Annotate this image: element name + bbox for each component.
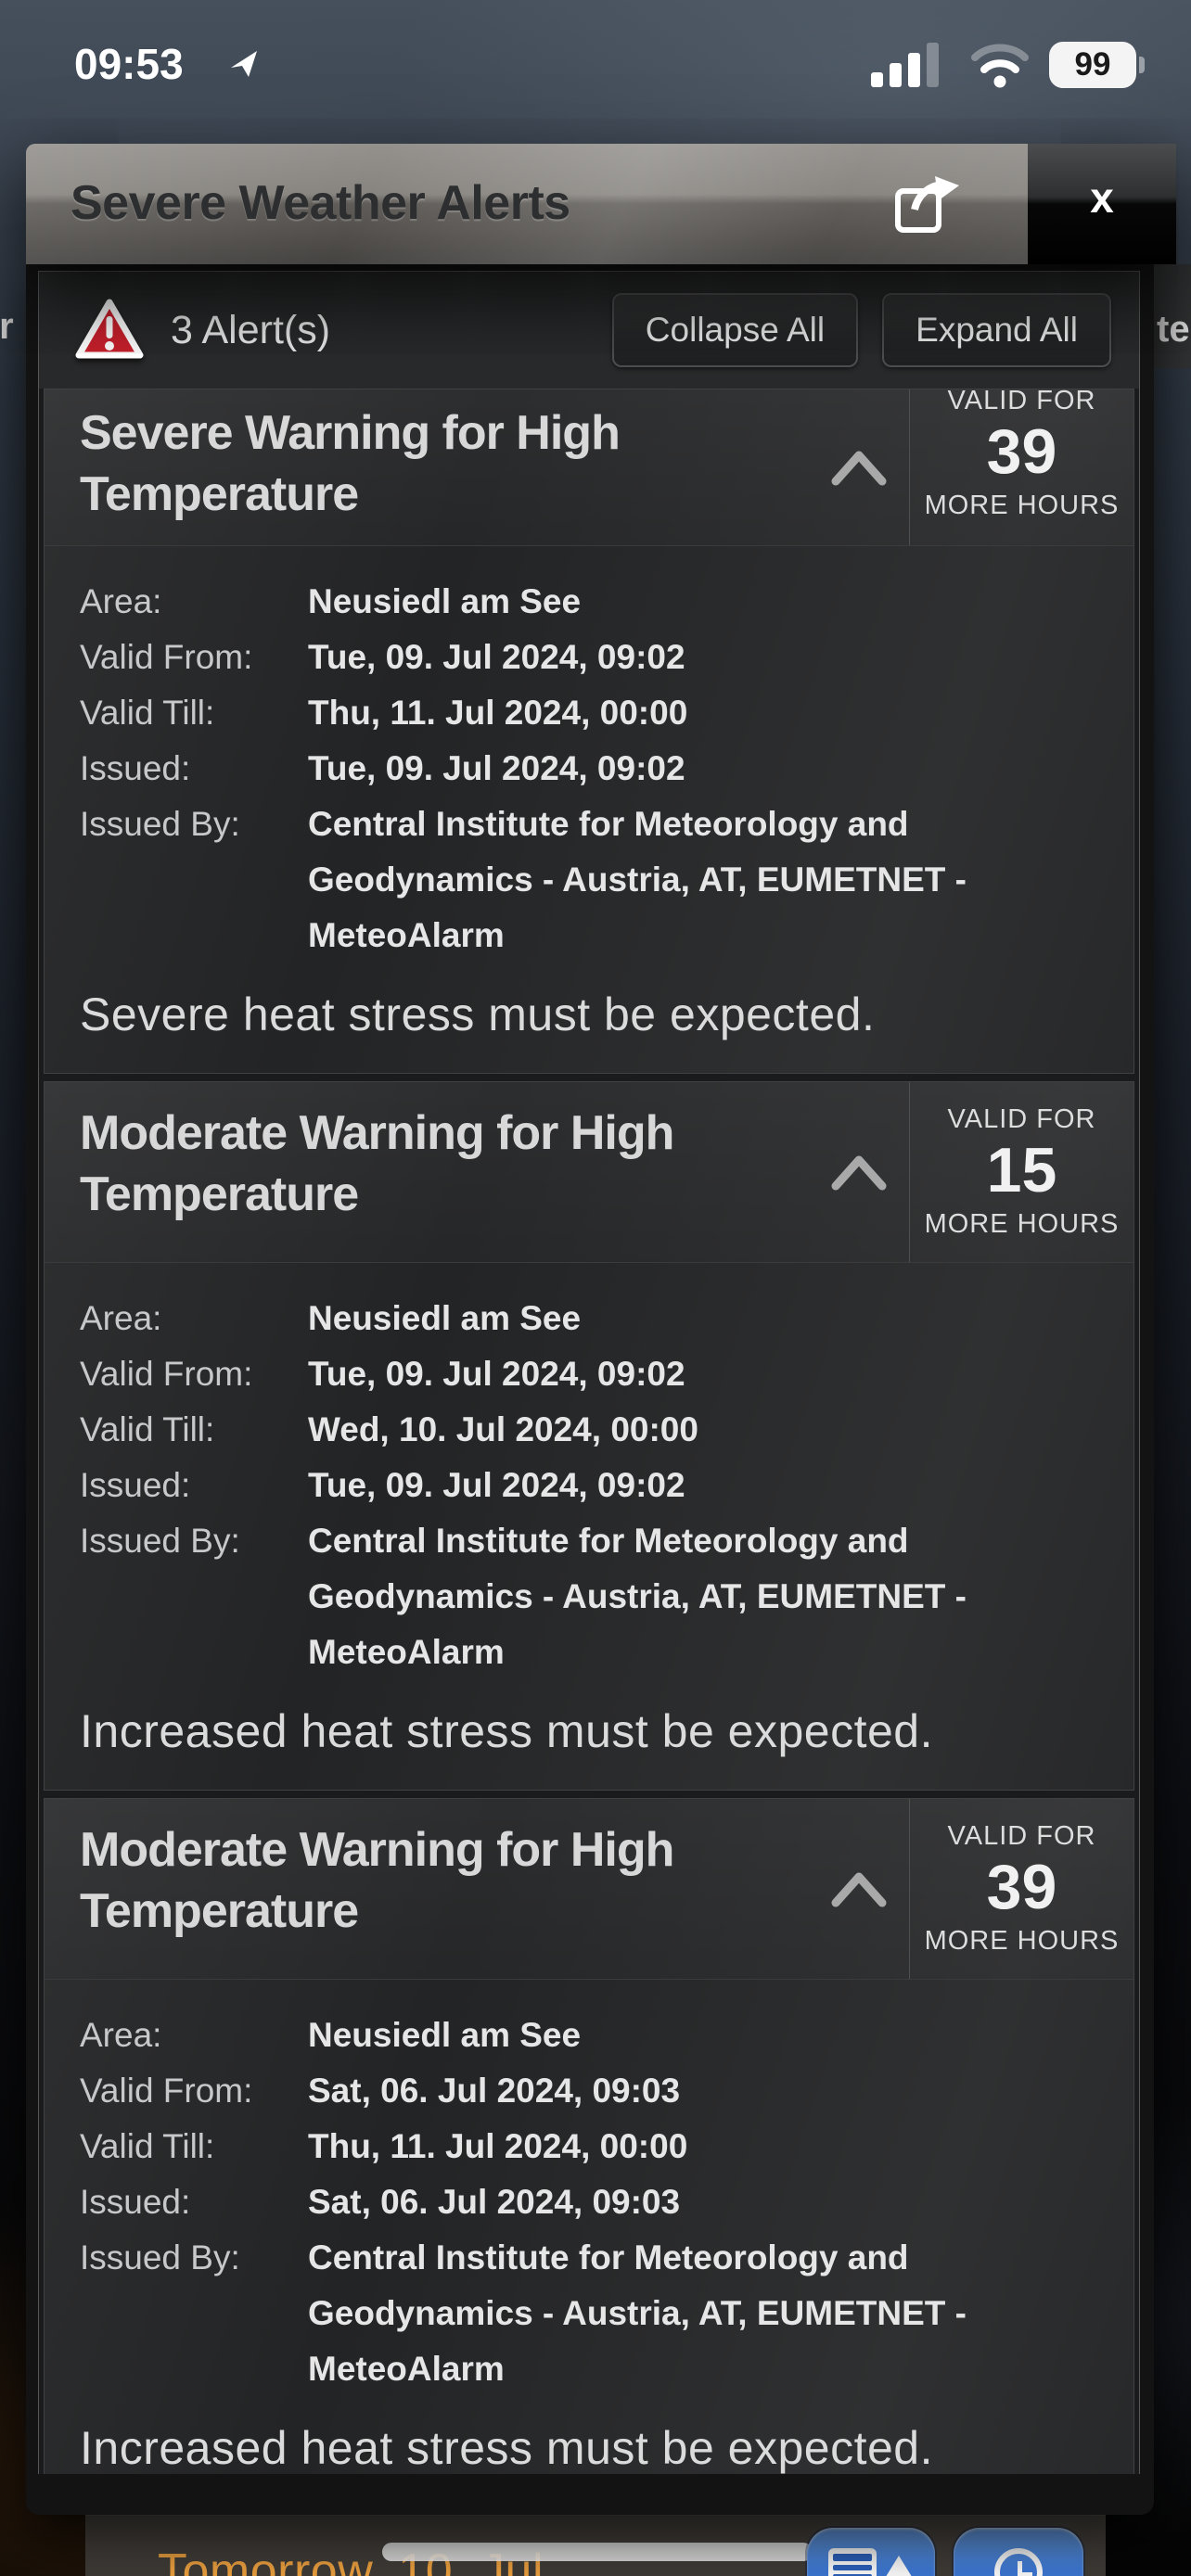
- issued-by-value: Central Institute for Meteorology and Ge…: [308, 805, 967, 954]
- alert-3-header[interactable]: Moderate Warning for High Temperature VA…: [45, 1799, 1133, 1980]
- alert-3-validity: VALID FOR 39 MORE HOURS: [909, 1799, 1133, 1979]
- alert-1-details: Area: Neusiedl am See Valid From: Tue, 09.…: [45, 546, 1133, 963]
- issued-by-value: Central Institute for Meteorology and Ge…: [308, 2238, 967, 2388]
- alert-2-header[interactable]: Moderate Warning for High Temperature VA…: [45, 1082, 1133, 1263]
- valid-till-label: Valid Till:: [80, 1410, 215, 1448]
- issued-value: Sat, 06. Jul 2024, 09:03: [308, 2183, 681, 2221]
- issued-by-label: Issued By:: [80, 805, 240, 843]
- valid-from-value: Tue, 09. Jul 2024, 09:02: [308, 1355, 685, 1393]
- battery-percent: 99: [1074, 46, 1111, 83]
- valid-from-value: Tue, 09. Jul 2024, 09:02: [308, 638, 685, 676]
- valid-till-value: Thu, 11. Jul 2024, 00:00: [308, 694, 688, 732]
- signal-bars-icon: [871, 41, 951, 89]
- clock-time: 09:53: [74, 40, 184, 88]
- alert-list: Severe Warning for High Temperature VALI…: [39, 389, 1139, 2474]
- area-value: Neusiedl am See: [308, 582, 582, 620]
- wifi-icon: [967, 41, 1032, 89]
- issued-value: Tue, 09. Jul 2024, 09:02: [308, 1466, 685, 1504]
- share-button[interactable]: [890, 170, 965, 240]
- alert-1-header[interactable]: Severe Warning for High Temperature VALI…: [45, 389, 1133, 546]
- valid-from-label: Valid From:: [80, 2072, 253, 2110]
- alerts-toolbar: 3 Alert(s) Collapse All Expand All: [39, 272, 1139, 389]
- location-arrow-icon: [228, 48, 260, 80]
- close-button[interactable]: x: [1028, 144, 1176, 264]
- alerts-modal: 3 Alert(s) Collapse All Expand All Sever…: [26, 264, 1154, 2515]
- valid-for-label: VALID FOR: [947, 1821, 1096, 1851]
- more-hours-label: MORE HOURS: [924, 1209, 1120, 1239]
- home-indicator[interactable]: [382, 2543, 813, 2561]
- area-label: Area:: [80, 582, 162, 620]
- background-text-fragment-left: ir: [0, 306, 14, 347]
- modal-title: Severe Weather Alerts: [70, 176, 570, 230]
- valid-hours-value: 15: [986, 1135, 1057, 1205]
- close-icon: x: [1090, 173, 1114, 222]
- battery-icon: 99: [1049, 42, 1145, 88]
- alert-1-validity: VALID FOR 39 MORE HOURS: [909, 389, 1133, 545]
- alerts-container: 3 Alert(s) Collapse All Expand All Sever…: [38, 271, 1140, 2474]
- alert-1-title: Severe Warning for High Temperature: [80, 406, 621, 521]
- alert-2-details: Area: Neusiedl am See Valid From: Tue, 09.…: [45, 1263, 1133, 1680]
- alert-2-validity: VALID FOR 15 MORE HOURS: [909, 1082, 1133, 1262]
- alert-card-1: Severe Warning for High Temperature VALI…: [44, 389, 1134, 1074]
- alert-2-title: Moderate Warning for High Temperature: [80, 1106, 674, 1221]
- valid-from-value: Sat, 06. Jul 2024, 09:03: [308, 2072, 681, 2110]
- background-text-fragment-right: te: [1157, 309, 1190, 350]
- valid-from-label: Valid From:: [80, 1355, 253, 1393]
- issued-label: Issued:: [80, 2183, 191, 2221]
- issued-by-label: Issued By:: [80, 2238, 240, 2276]
- alert-1-description: Severe heat stress must be expected.: [80, 988, 876, 1040]
- table-view-button[interactable]: [807, 2528, 935, 2576]
- valid-till-label: Valid Till:: [80, 694, 215, 732]
- table-view-icon: [828, 2548, 914, 2576]
- valid-till-label: Valid Till:: [80, 2127, 215, 2165]
- area-label: Area:: [80, 2016, 162, 2054]
- alert-2-description: Increased heat stress must be expected.: [80, 1705, 933, 1757]
- issued-label: Issued:: [80, 1466, 191, 1504]
- valid-from-label: Valid From:: [80, 638, 253, 676]
- area-value: Neusiedl am See: [308, 2016, 582, 2054]
- warning-triangle-icon: [74, 298, 145, 363]
- collapse-all-button[interactable]: Collapse All: [611, 293, 859, 367]
- issued-value: Tue, 09. Jul 2024, 09:02: [308, 749, 685, 787]
- alert-3-details: Area: Neusiedl am See Valid From: Sat, 06.…: [45, 1980, 1133, 2397]
- clock-icon: [994, 2548, 1043, 2576]
- more-hours-label: MORE HOURS: [924, 1926, 1120, 1956]
- background-band-right: te: [1154, 264, 1191, 368]
- area-value: Neusiedl am See: [308, 1299, 582, 1337]
- chevron-up-icon: [809, 389, 909, 545]
- valid-hours-value: 39: [986, 416, 1057, 487]
- alert-card-2: Moderate Warning for High Temperature VA…: [44, 1081, 1134, 1791]
- valid-till-value: Wed, 10. Jul 2024, 00:00: [308, 1410, 698, 1448]
- valid-hours-value: 39: [986, 1852, 1057, 1922]
- alert-card-3: Moderate Warning for High Temperature VA…: [44, 1798, 1134, 2474]
- modal-header: Severe Weather Alerts x: [26, 144, 1176, 264]
- area-label: Area:: [80, 1299, 162, 1337]
- valid-for-label: VALID FOR: [947, 1104, 1096, 1134]
- alert-3-title: Moderate Warning for High Temperature: [80, 1823, 674, 1938]
- more-hours-label: MORE HOURS: [924, 491, 1120, 520]
- valid-till-value: Thu, 11. Jul 2024, 00:00: [308, 2127, 688, 2165]
- share-icon: [894, 174, 961, 236]
- issued-label: Issued:: [80, 749, 191, 787]
- issued-by-value: Central Institute for Meteorology and Ge…: [308, 1522, 967, 1671]
- alert-count: 3 Alert(s): [171, 307, 331, 352]
- status-bar: 09:53: [0, 0, 1191, 121]
- expand-all-button[interactable]: Expand All: [882, 293, 1111, 367]
- valid-for-label: VALID FOR: [947, 389, 1096, 415]
- issued-by-label: Issued By:: [80, 1522, 240, 1560]
- time-button[interactable]: [954, 2528, 1083, 2576]
- chevron-up-icon: [809, 1799, 909, 1979]
- alert-3-description: Increased heat stress must be expected.: [80, 2422, 933, 2474]
- chevron-up-icon: [809, 1082, 909, 1262]
